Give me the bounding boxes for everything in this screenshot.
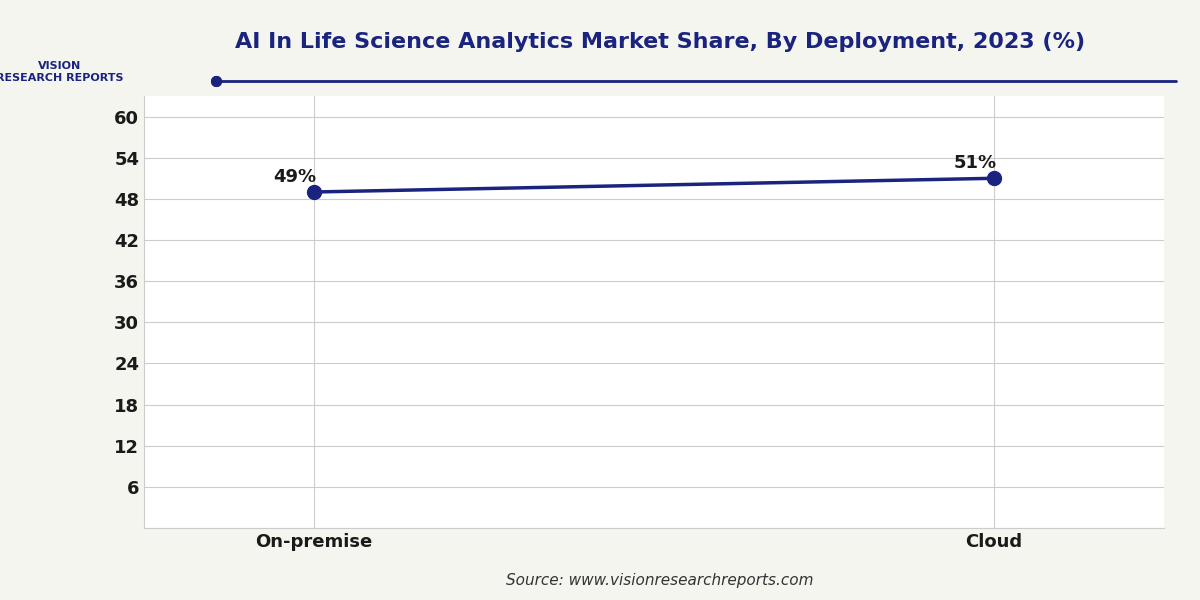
Text: 51%: 51%	[953, 154, 996, 172]
Text: Source: www.visionresearchreports.com: Source: www.visionresearchreports.com	[506, 573, 814, 588]
Text: 49%: 49%	[274, 168, 317, 186]
Text: VISION
RESEARCH REPORTS: VISION RESEARCH REPORTS	[0, 61, 124, 83]
Text: AI In Life Science Analytics Market Share, By Deployment, 2023 (%): AI In Life Science Analytics Market Shar…	[235, 32, 1085, 52]
